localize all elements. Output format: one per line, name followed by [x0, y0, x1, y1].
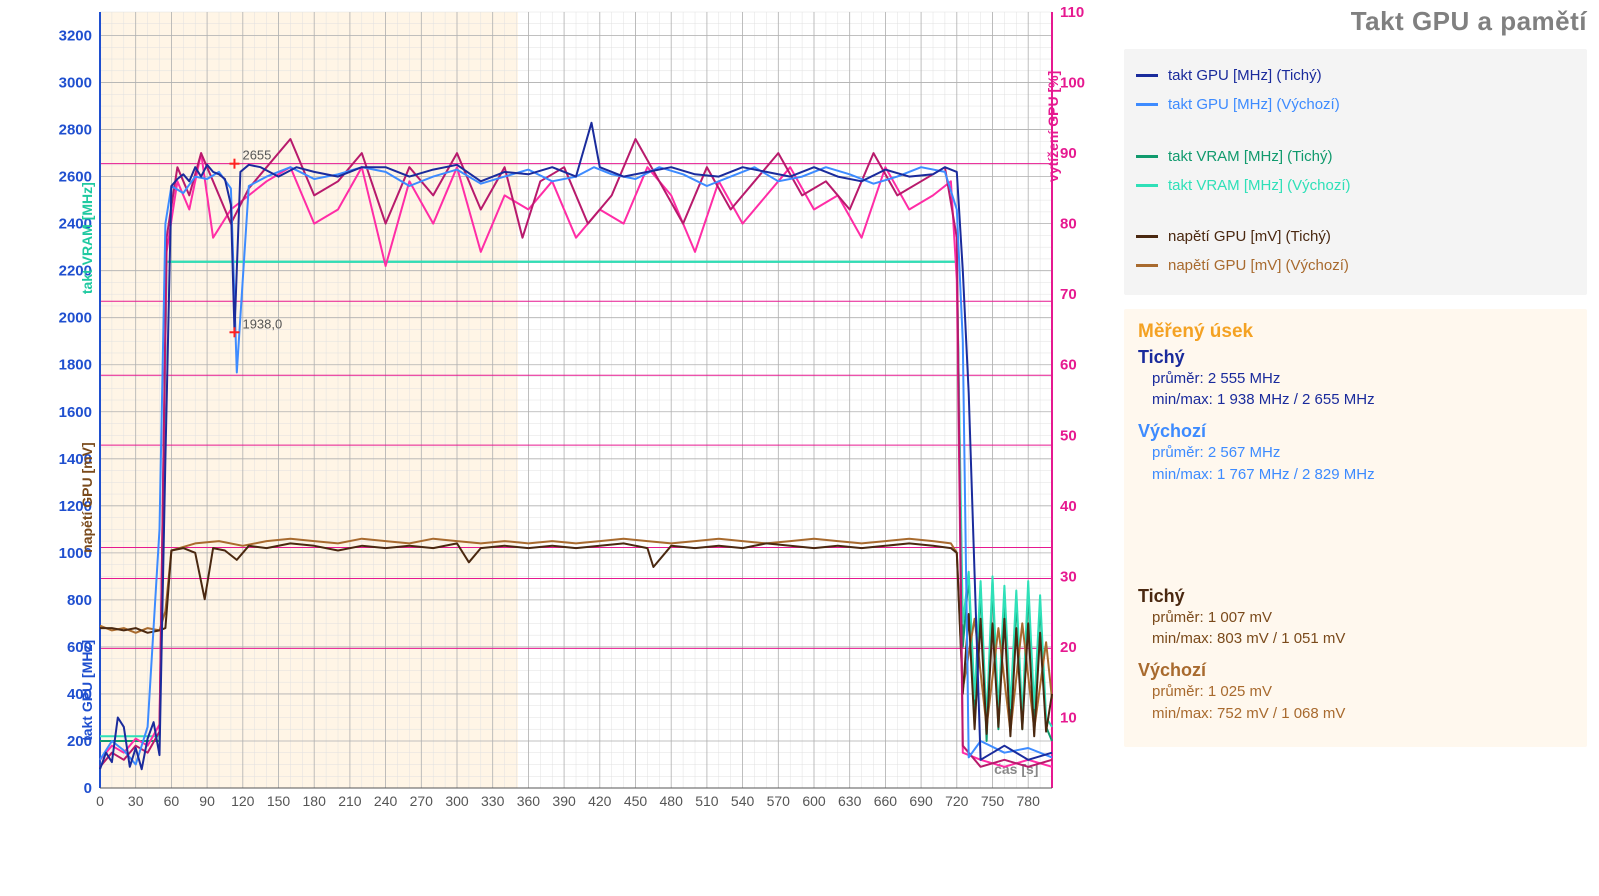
chart-area: 0200400600800100012001400160018002000220…: [0, 0, 1100, 896]
stats-line: průměr: 2 567 MHz: [1152, 442, 1573, 464]
svg-text:3200: 3200: [59, 28, 92, 45]
svg-text:270: 270: [410, 793, 434, 809]
svg-text:570: 570: [767, 793, 791, 809]
svg-text:480: 480: [660, 793, 684, 809]
legend-swatch: [1136, 74, 1158, 77]
svg-text:60: 60: [1060, 357, 1077, 374]
legend-item: takt GPU [MHz] (Tichý): [1136, 61, 1575, 90]
side-panel: Takt GPU a pamětí takt GPU [MHz] (Tichý)…: [1100, 0, 1599, 896]
svg-text:70: 70: [1060, 286, 1077, 303]
chart-svg: 0200400600800100012001400160018002000220…: [0, 0, 1100, 860]
legend-item: napětí GPU [mV] (Výchozí): [1136, 251, 1575, 280]
chart-title: Takt GPU a pamětí: [1124, 6, 1587, 37]
svg-text:1938,0: 1938,0: [242, 316, 282, 331]
legend-swatch: [1136, 235, 1158, 238]
stats-mode-title: Tichý: [1138, 347, 1573, 368]
svg-text:60: 60: [164, 793, 180, 809]
svg-text:takt GPU [MHz]: takt GPU [MHz]: [79, 640, 95, 741]
svg-text:takt VRAM [MHz]: takt VRAM [MHz]: [79, 182, 95, 294]
legend-label: takt GPU [MHz] (Tichý): [1168, 61, 1322, 90]
svg-text:150: 150: [267, 793, 291, 809]
svg-text:450: 450: [624, 793, 648, 809]
legend-label: napětí GPU [mV] (Tichý): [1168, 222, 1331, 251]
svg-text:80: 80: [1060, 216, 1077, 233]
svg-text:210: 210: [338, 793, 362, 809]
stats-line: průměr: 1 007 mV: [1152, 607, 1573, 629]
svg-text:0: 0: [84, 780, 92, 797]
svg-text:2655: 2655: [242, 148, 271, 163]
legend-label: napětí GPU [mV] (Výchozí): [1168, 251, 1349, 280]
legend-label: takt GPU [MHz] (Výchozí): [1168, 90, 1340, 119]
svg-text:780: 780: [1017, 793, 1041, 809]
svg-text:510: 510: [695, 793, 719, 809]
legend: takt GPU [MHz] (Tichý)takt GPU [MHz] (Vý…: [1124, 49, 1587, 295]
svg-text:50: 50: [1060, 427, 1077, 444]
svg-text:1600: 1600: [59, 404, 92, 421]
svg-text:30: 30: [128, 793, 144, 809]
legend-item: takt GPU [MHz] (Výchozí): [1136, 90, 1575, 119]
svg-text:90: 90: [1060, 145, 1077, 162]
svg-text:10: 10: [1060, 709, 1077, 726]
legend-item: napětí GPU [mV] (Tichý): [1136, 222, 1575, 251]
svg-text:vytížení GPU [%]: vytížení GPU [%]: [1045, 71, 1061, 182]
svg-text:540: 540: [731, 793, 755, 809]
svg-text:0: 0: [96, 793, 104, 809]
svg-text:690: 690: [909, 793, 933, 809]
svg-text:100: 100: [1060, 75, 1085, 92]
svg-text:240: 240: [374, 793, 398, 809]
legend-label: takt VRAM [MHz] (Tichý): [1168, 142, 1332, 171]
svg-text:2800: 2800: [59, 122, 92, 139]
stats-line: průměr: 2 555 MHz: [1152, 368, 1573, 390]
stats-line: průměr: 1 025 mV: [1152, 681, 1573, 703]
svg-text:300: 300: [445, 793, 469, 809]
legend-item: takt VRAM [MHz] (Výchozí): [1136, 171, 1575, 200]
svg-text:120: 120: [231, 793, 255, 809]
stats-line: min/max: 803 mV / 1 051 mV: [1152, 628, 1573, 650]
svg-text:390: 390: [552, 793, 576, 809]
svg-text:660: 660: [874, 793, 898, 809]
stats-heading: Měřený úsek: [1138, 321, 1573, 343]
svg-text:110: 110: [1060, 4, 1084, 21]
svg-text:600: 600: [802, 793, 826, 809]
stats-line: min/max: 752 mV / 1 068 mV: [1152, 703, 1573, 725]
legend-swatch: [1136, 103, 1158, 106]
svg-text:2000: 2000: [59, 310, 92, 327]
svg-text:720: 720: [945, 793, 969, 809]
svg-text:30: 30: [1060, 568, 1077, 585]
svg-text:750: 750: [981, 793, 1005, 809]
stats-line: min/max: 1 938 MHz / 2 655 MHz: [1152, 389, 1573, 411]
legend-swatch: [1136, 155, 1158, 158]
svg-text:330: 330: [481, 793, 505, 809]
svg-text:1800: 1800: [59, 357, 92, 374]
svg-text:3000: 3000: [59, 75, 92, 92]
stats-box: Měřený úsekTichýprůměr: 2 555 MHzmin/max…: [1124, 309, 1587, 747]
stats-line: min/max: 1 767 MHz / 2 829 MHz: [1152, 464, 1573, 486]
legend-swatch: [1136, 264, 1158, 267]
svg-text:420: 420: [588, 793, 612, 809]
svg-text:630: 630: [838, 793, 862, 809]
svg-text:napětí GPU [mV]: napětí GPU [mV]: [79, 442, 95, 552]
svg-text:90: 90: [199, 793, 215, 809]
svg-text:40: 40: [1060, 498, 1077, 515]
svg-text:180: 180: [303, 793, 327, 809]
legend-swatch: [1136, 184, 1158, 187]
legend-item: takt VRAM [MHz] (Tichý): [1136, 142, 1575, 171]
svg-text:20: 20: [1060, 639, 1077, 656]
stats-mode-title: Výchozí: [1138, 660, 1573, 681]
svg-text:360: 360: [517, 793, 541, 809]
stats-mode-title: Výchozí: [1138, 421, 1573, 442]
stats-mode-title: Tichý: [1138, 586, 1573, 607]
svg-text:800: 800: [67, 592, 92, 609]
legend-label: takt VRAM [MHz] (Výchozí): [1168, 171, 1351, 200]
